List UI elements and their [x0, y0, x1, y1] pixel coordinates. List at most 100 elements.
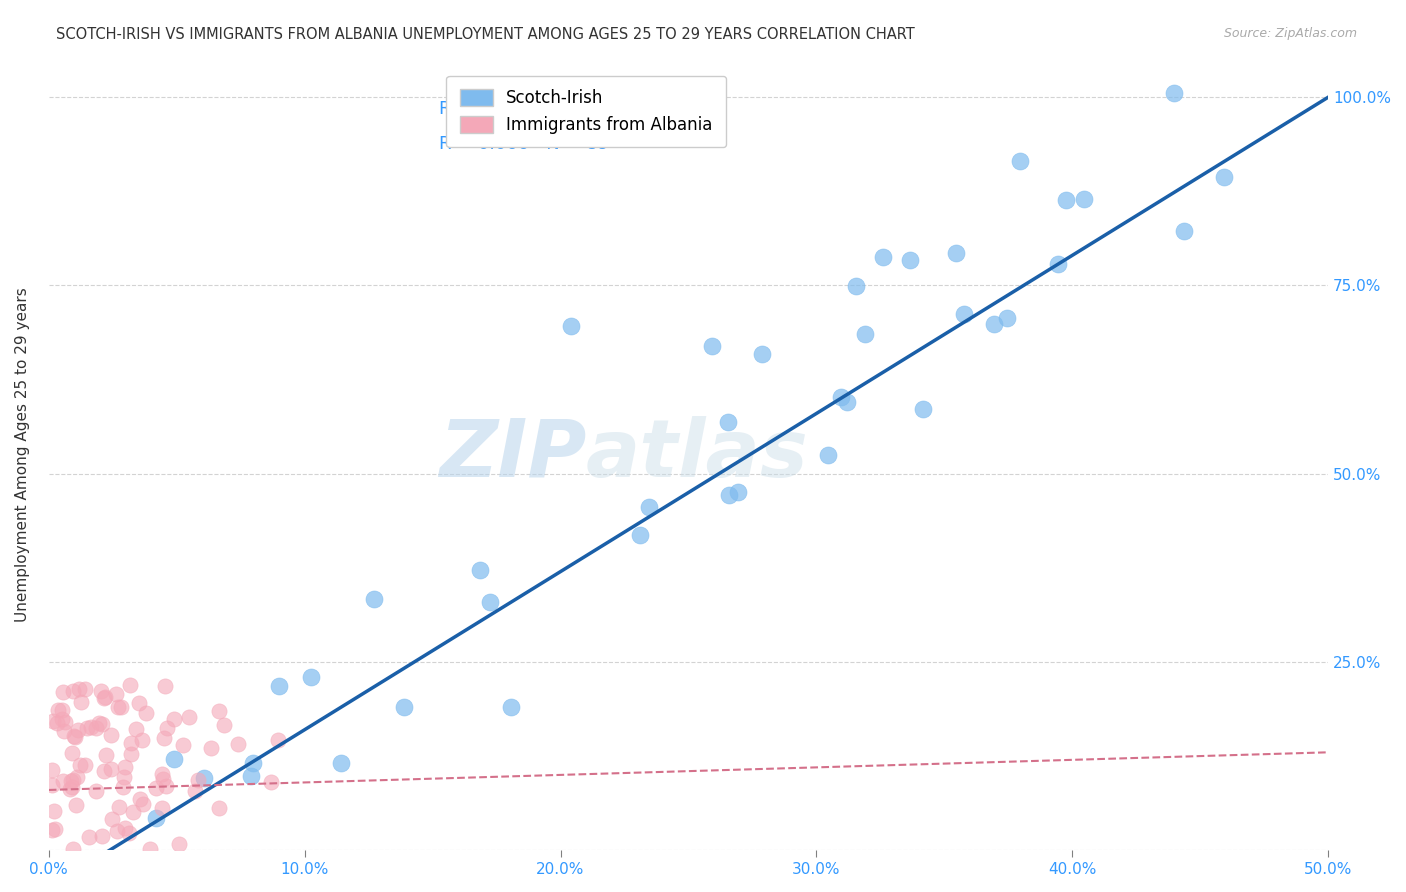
Point	[995, 310, 1018, 325]
Point	[129, 791, 152, 805]
Point	[120, 747, 142, 761]
Point	[77, 830, 100, 845]
Point	[62, 773, 84, 788]
Point	[208, 801, 231, 815]
Point	[118, 678, 141, 692]
Point	[41, 778, 63, 792]
Point	[52, 723, 75, 738]
Point	[121, 805, 143, 819]
Point	[107, 699, 129, 714]
Point	[59, 781, 82, 796]
Point	[65, 731, 87, 745]
Point	[62, 841, 84, 855]
Point	[155, 780, 177, 794]
Point	[817, 448, 839, 462]
Point	[1046, 257, 1069, 271]
Point	[52, 774, 75, 789]
Point	[499, 699, 522, 714]
Point	[100, 762, 122, 776]
Point	[560, 319, 582, 334]
Point	[110, 700, 132, 714]
Text: ZIP: ZIP	[439, 416, 586, 494]
Point	[163, 751, 186, 765]
Point	[1213, 170, 1236, 185]
Point	[145, 811, 167, 825]
Point	[75, 757, 97, 772]
Point	[1173, 224, 1195, 238]
Point	[212, 718, 235, 732]
Point	[1054, 194, 1077, 208]
Point	[853, 326, 876, 341]
Point	[1073, 192, 1095, 206]
Point	[478, 595, 501, 609]
Point	[94, 690, 117, 704]
Point	[153, 679, 176, 693]
Point	[911, 401, 934, 416]
Point	[112, 770, 135, 784]
Point	[156, 721, 179, 735]
Point	[112, 780, 135, 794]
Point	[952, 307, 974, 321]
Point	[46, 715, 69, 730]
Point	[93, 691, 115, 706]
Point	[53, 715, 76, 730]
Point	[93, 764, 115, 779]
Point	[172, 738, 194, 752]
Point	[152, 772, 174, 787]
Point	[120, 736, 142, 750]
Point	[41, 714, 63, 728]
Point	[167, 838, 190, 852]
Point	[51, 712, 73, 726]
Point	[135, 706, 157, 721]
Point	[145, 781, 167, 796]
Point	[76, 722, 98, 736]
Text: atlas: atlas	[586, 416, 808, 494]
Point	[101, 812, 124, 826]
Point	[117, 826, 139, 840]
Point	[44, 822, 66, 836]
Point	[727, 485, 749, 500]
Point	[131, 732, 153, 747]
Point	[107, 800, 129, 814]
Point	[200, 740, 222, 755]
Y-axis label: Unemployment Among Ages 25 to 29 years: Unemployment Among Ages 25 to 29 years	[15, 287, 30, 623]
Text: SCOTCH-IRISH VS IMMIGRANTS FROM ALBANIA UNEMPLOYMENT AMONG AGES 25 TO 29 YEARS C: SCOTCH-IRISH VS IMMIGRANTS FROM ALBANIA …	[56, 27, 915, 42]
Point	[637, 500, 659, 515]
Point	[60, 780, 83, 794]
Legend: Scotch-Irish, Immigrants from Albania: Scotch-Irish, Immigrants from Albania	[446, 76, 725, 147]
Point	[835, 394, 858, 409]
Point	[70, 695, 93, 709]
Point	[52, 684, 75, 698]
Point	[41, 823, 63, 838]
Point	[114, 821, 136, 835]
Point	[717, 416, 740, 430]
Point	[717, 488, 740, 502]
Text: R = 0.794   N = 40: R = 0.794 N = 40	[439, 100, 609, 118]
Point	[90, 829, 112, 843]
Point	[153, 731, 176, 746]
Point	[898, 253, 921, 268]
Point	[187, 772, 209, 787]
Point	[84, 784, 107, 798]
Point	[150, 801, 173, 815]
Point	[63, 729, 86, 743]
Text: R = 0.066   N = 89: R = 0.066 N = 89	[439, 136, 609, 153]
Point	[51, 703, 73, 717]
Point	[105, 823, 128, 838]
Point	[90, 683, 112, 698]
Point	[80, 720, 103, 734]
Point	[872, 250, 894, 264]
Point	[163, 712, 186, 726]
Point	[267, 733, 290, 747]
Point	[139, 842, 162, 856]
Point	[100, 728, 122, 742]
Point	[60, 746, 83, 760]
Point	[945, 245, 967, 260]
Point	[104, 687, 127, 701]
Point	[392, 700, 415, 714]
Point	[751, 347, 773, 361]
Point	[96, 747, 118, 762]
Point	[67, 682, 90, 697]
Point	[468, 564, 491, 578]
Point	[84, 721, 107, 735]
